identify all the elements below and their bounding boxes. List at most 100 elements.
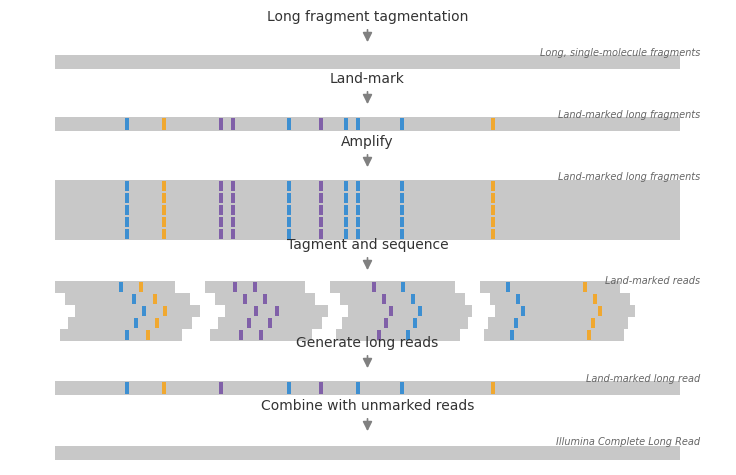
- Text: Land-marked reads: Land-marked reads: [605, 276, 700, 286]
- Bar: [356, 229, 360, 239]
- Bar: [125, 229, 129, 239]
- Bar: [287, 118, 291, 130]
- Bar: [356, 180, 360, 191]
- Text: Land-marked long fragments: Land-marked long fragments: [558, 172, 700, 182]
- Bar: [125, 193, 129, 203]
- Bar: [319, 193, 322, 203]
- Bar: [344, 217, 347, 227]
- Bar: [231, 217, 235, 227]
- Bar: [55, 446, 680, 460]
- Bar: [490, 205, 495, 215]
- Bar: [583, 282, 587, 292]
- Text: Amplify: Amplify: [342, 135, 394, 149]
- Bar: [125, 205, 129, 215]
- Bar: [119, 282, 123, 292]
- Bar: [400, 282, 405, 292]
- Bar: [219, 229, 222, 239]
- Bar: [163, 382, 166, 394]
- Bar: [336, 329, 460, 341]
- Bar: [400, 205, 404, 215]
- Bar: [510, 330, 514, 340]
- Bar: [243, 294, 247, 304]
- Bar: [287, 193, 291, 203]
- Bar: [219, 217, 222, 227]
- Bar: [125, 330, 129, 340]
- Bar: [287, 205, 291, 215]
- Bar: [400, 382, 404, 394]
- Bar: [259, 330, 263, 340]
- Bar: [344, 229, 347, 239]
- Bar: [340, 293, 465, 305]
- Bar: [319, 118, 322, 130]
- Text: Land-mark: Land-mark: [330, 72, 405, 86]
- Bar: [55, 117, 680, 131]
- Bar: [218, 317, 322, 329]
- Bar: [155, 318, 159, 328]
- Bar: [219, 193, 222, 203]
- Bar: [233, 282, 237, 292]
- Bar: [125, 180, 129, 191]
- Bar: [55, 204, 680, 216]
- Bar: [344, 180, 347, 191]
- Bar: [139, 282, 144, 292]
- Bar: [598, 306, 602, 316]
- Bar: [275, 306, 278, 316]
- Bar: [55, 55, 680, 69]
- Bar: [490, 217, 495, 227]
- Bar: [163, 118, 166, 130]
- Bar: [253, 282, 257, 292]
- Bar: [406, 330, 410, 340]
- Bar: [55, 192, 680, 204]
- Bar: [205, 281, 305, 293]
- Bar: [163, 193, 166, 203]
- Bar: [382, 294, 386, 304]
- Bar: [516, 294, 520, 304]
- Bar: [356, 118, 360, 130]
- Bar: [490, 382, 495, 394]
- Bar: [488, 317, 628, 329]
- Bar: [490, 293, 630, 305]
- Bar: [132, 294, 135, 304]
- Bar: [356, 382, 360, 394]
- Bar: [163, 205, 166, 215]
- Bar: [342, 317, 468, 329]
- Bar: [319, 205, 322, 215]
- Bar: [495, 305, 635, 317]
- Bar: [400, 193, 404, 203]
- Text: Illumina Complete Long Read: Illumina Complete Long Read: [556, 437, 700, 447]
- Bar: [356, 205, 360, 215]
- Bar: [411, 294, 414, 304]
- Bar: [287, 217, 291, 227]
- Bar: [254, 306, 258, 316]
- Bar: [344, 193, 347, 203]
- Bar: [319, 382, 322, 394]
- Bar: [263, 294, 267, 304]
- Text: Land-marked long read: Land-marked long read: [586, 374, 700, 384]
- Bar: [490, 229, 495, 239]
- Bar: [75, 305, 200, 317]
- Bar: [344, 205, 347, 215]
- Bar: [372, 282, 376, 292]
- Text: Tagment and sequence: Tagment and sequence: [287, 238, 448, 252]
- Bar: [591, 318, 595, 328]
- Text: Long fragment tagmentation: Long fragment tagmentation: [267, 10, 468, 24]
- Bar: [163, 229, 166, 239]
- Bar: [225, 305, 328, 317]
- Bar: [231, 180, 235, 191]
- Bar: [287, 180, 291, 191]
- Bar: [231, 205, 235, 215]
- Bar: [219, 382, 222, 394]
- Bar: [400, 229, 404, 239]
- Text: Long, single-molecule fragments: Long, single-molecule fragments: [539, 48, 700, 58]
- Bar: [319, 229, 322, 239]
- Bar: [55, 228, 680, 240]
- Bar: [125, 118, 129, 130]
- Bar: [400, 180, 404, 191]
- Bar: [378, 330, 381, 340]
- Bar: [413, 318, 417, 328]
- Bar: [400, 118, 404, 130]
- Bar: [219, 118, 222, 130]
- Bar: [238, 330, 243, 340]
- Bar: [389, 306, 394, 316]
- Bar: [356, 217, 360, 227]
